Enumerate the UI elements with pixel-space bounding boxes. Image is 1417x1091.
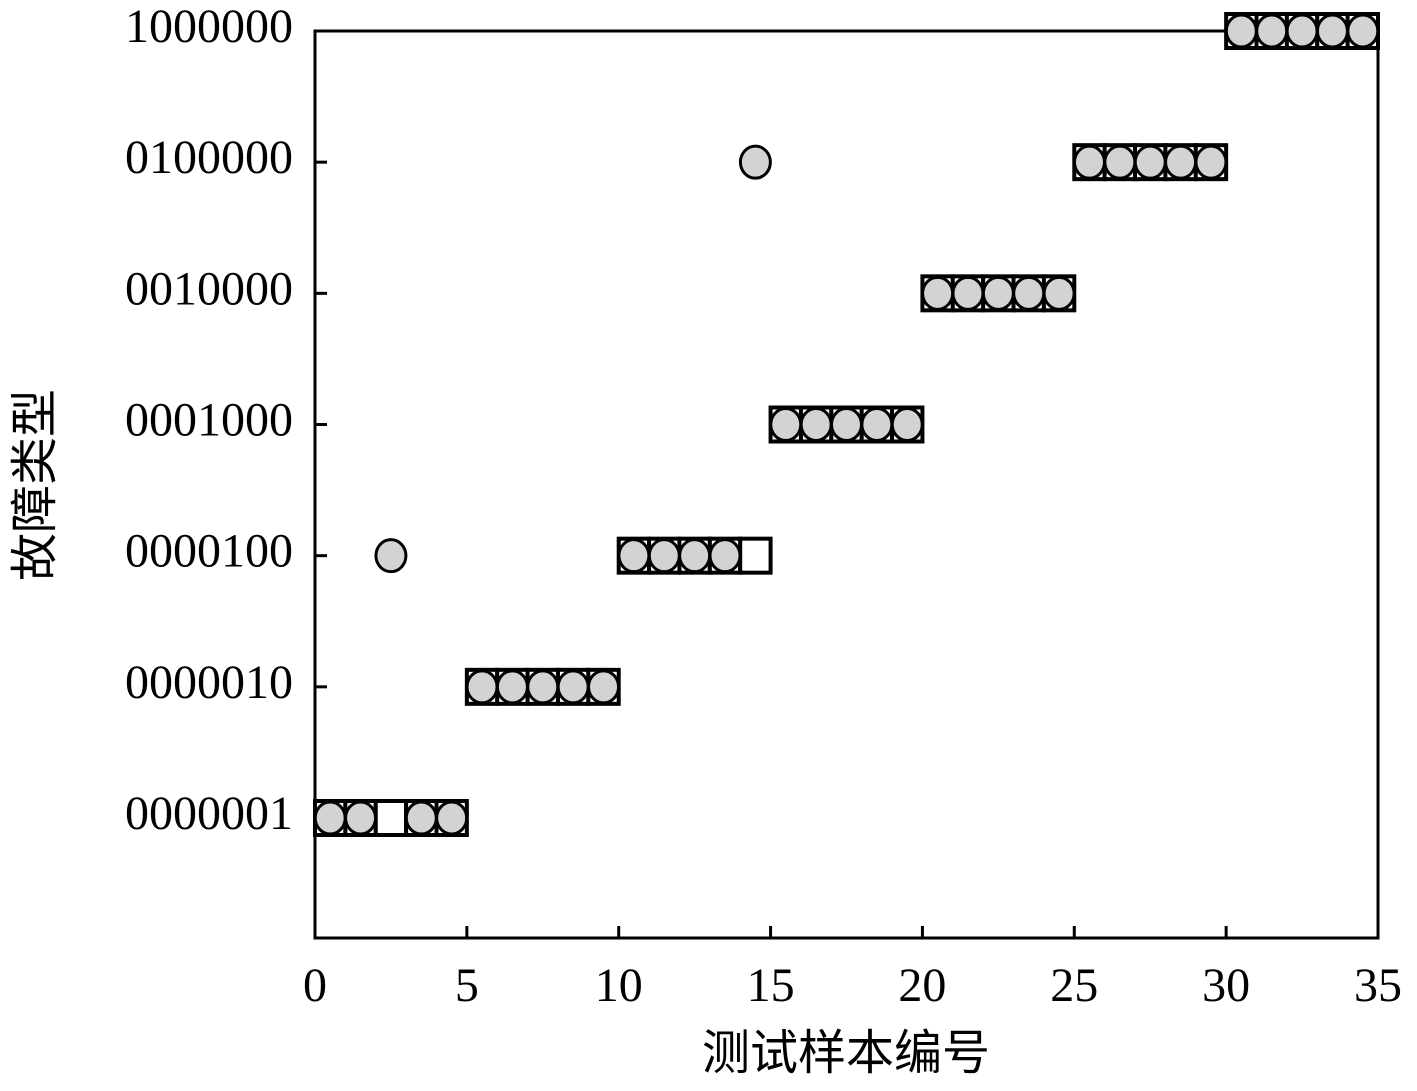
predicted-marker [769, 407, 803, 442]
y-tick-label: 0000100 [125, 525, 293, 578]
predicted-marker [1072, 144, 1106, 180]
predicted-marker [526, 669, 560, 705]
predicted-marker [1224, 13, 1258, 49]
predicted-marker [495, 669, 529, 705]
x-tick-label: 35 [1354, 959, 1402, 1012]
predicted-marker [1012, 275, 1046, 311]
predicted-marker [981, 275, 1015, 311]
x-axis-label: 测试样本编号 [702, 1027, 990, 1080]
predicted-marker [374, 538, 408, 574]
plot-frame [313, 29, 1380, 940]
predicted-marker [556, 669, 590, 705]
predicted-marker [587, 669, 621, 705]
predicted-marker [951, 275, 985, 311]
predicted-marker [1133, 144, 1167, 180]
predicted-marker [1103, 144, 1137, 180]
x-tick-label: 0 [303, 959, 327, 1012]
y-tick-label: 0001000 [125, 394, 293, 447]
x-tick-label: 5 [455, 959, 479, 1012]
predicted-marker [1164, 144, 1198, 180]
predicted-marker [1285, 13, 1319, 49]
x-tick-label: 30 [1202, 959, 1250, 1012]
predicted-marker [799, 407, 833, 442]
predicted-marker [617, 538, 651, 574]
predicted-marker [1346, 13, 1380, 49]
x-tick-label: 15 [747, 959, 795, 1012]
y-tick-label: 0000001 [125, 787, 293, 840]
x-tick-label: 20 [898, 959, 946, 1012]
predicted-marker [678, 538, 712, 574]
predicted-marker [738, 144, 772, 180]
x-tick-label: 10 [595, 959, 643, 1012]
predicted-marker [1315, 13, 1349, 49]
predicted-marker [1194, 144, 1228, 180]
predicted-marker [921, 275, 955, 311]
predicted-marker [344, 800, 378, 836]
predicted-marker [1255, 13, 1289, 49]
x-tick-label: 25 [1050, 959, 1098, 1012]
predicted-marker [435, 800, 469, 836]
y-axis-label: 故障类型 [9, 389, 62, 581]
y-tick-label: 0100000 [125, 131, 293, 184]
predicted-marker [465, 669, 499, 705]
y-tick-label: 0000010 [125, 656, 293, 709]
predicted-marker [890, 407, 924, 442]
predicted-marker [404, 800, 438, 836]
predicted-marker [860, 407, 894, 442]
predicted-marker [313, 800, 347, 836]
actual-marker [373, 799, 409, 837]
predicted-marker [647, 538, 681, 574]
actual-marker [738, 536, 773, 575]
y-tick-label: 0010000 [125, 262, 293, 315]
predicted-marker [1042, 275, 1076, 311]
predicted-marker [830, 407, 863, 442]
y-tick-label: 1000000 [125, 0, 293, 53]
predicted-marker [708, 538, 742, 574]
